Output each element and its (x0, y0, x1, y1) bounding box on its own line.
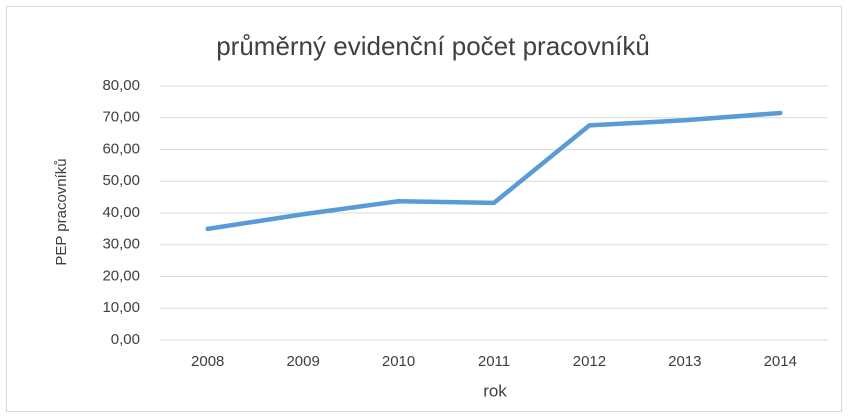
y-tick-label: 10,00 (102, 299, 140, 316)
x-tick-label: 2009 (286, 353, 319, 370)
y-tick-label: 30,00 (102, 236, 140, 253)
chart-frame (6, 6, 842, 412)
y-tick-label: 50,00 (102, 172, 140, 189)
x-tick-label: 2011 (478, 353, 510, 370)
y-tick-label: 70,00 (102, 109, 140, 126)
x-tick-label: 2010 (382, 353, 415, 370)
chart-title: průměrný evidenční počet pracovníků (216, 31, 650, 61)
y-tick-label: 0,00 (111, 331, 140, 348)
y-tick-label: 40,00 (102, 204, 140, 221)
y-tick-label: 60,00 (102, 140, 140, 157)
x-tick-label: 2012 (573, 353, 606, 370)
x-tick-label: 2008 (191, 353, 224, 370)
y-tick-label: 80,00 (102, 77, 140, 94)
y-axis-label: PEP pracovníků (53, 158, 70, 265)
x-axis-label: rok (483, 381, 507, 400)
x-tick-label: 2013 (668, 353, 701, 370)
data-line (205, 110, 783, 232)
x-tick-label: 2014 (764, 353, 797, 370)
y-tick-label: 20,00 (102, 267, 140, 284)
